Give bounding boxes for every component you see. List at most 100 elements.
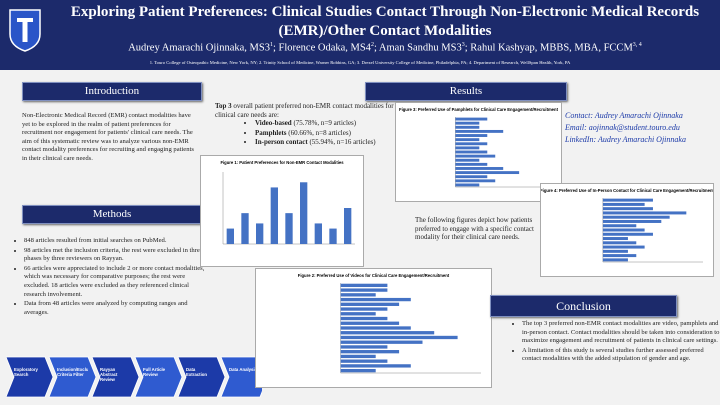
figure: Figure 4: Preferred Use of In-Person Con… <box>540 183 714 277</box>
bar <box>455 158 480 162</box>
bar <box>455 154 496 158</box>
bar <box>455 121 480 125</box>
item-detail: (55.94%, n=16 articles) <box>307 138 376 147</box>
summary-item: Pamphlets (60.66%, n=8 articles) <box>255 129 395 138</box>
flow-box: Data Analysis <box>229 367 258 372</box>
bar <box>344 208 352 244</box>
flow-box: Inclusion/Exclusion Criteria Filter <box>57 367 88 377</box>
summary-items: Video-based (75.78%, n=9 articles)Pamphl… <box>215 119 395 147</box>
bar <box>340 368 376 373</box>
figure-title: Figure 3: Preferred Use of Pamphlets for… <box>399 107 559 112</box>
bullet: 66 articles were appreciated to include … <box>24 265 212 299</box>
contact: Contact: Audrey Amarachi Ojinnaka Email: … <box>565 110 715 146</box>
author-affiliation: 1 <box>269 42 273 48</box>
logo <box>9 9 41 52</box>
bar <box>455 162 488 166</box>
bullet: 98 articles met the inclusion criteria, … <box>24 247 212 264</box>
bar <box>602 198 653 202</box>
flow-box: Data Extraction <box>186 367 207 377</box>
bar <box>340 359 388 363</box>
bar <box>340 345 388 349</box>
bar <box>602 219 662 223</box>
bar <box>340 283 388 288</box>
bar <box>340 335 458 340</box>
bar <box>300 182 308 244</box>
bar <box>340 312 376 316</box>
bar <box>602 237 628 241</box>
bar <box>329 228 337 244</box>
bar <box>602 207 653 211</box>
contact-line: Email: aojinnak@student.touro.edu <box>565 123 680 132</box>
summary-item: In-person contact (55.94%, n=16 articles… <box>255 138 395 147</box>
figure: Figure 2: Preferred Use of Videos for Cl… <box>255 268 492 388</box>
bar <box>340 364 411 368</box>
bar <box>602 228 645 232</box>
bar <box>285 213 293 244</box>
author-affiliation: 2 <box>370 42 374 48</box>
bar <box>241 213 249 244</box>
section-heading: Conclusion <box>490 295 677 317</box>
bar <box>602 254 637 258</box>
author-name: ; Florence Odaka, MS4 <box>272 42 371 54</box>
bar <box>455 138 480 142</box>
bar <box>340 331 435 335</box>
bar <box>455 142 488 146</box>
section-heading: Methods <box>22 205 202 224</box>
flow-box: Exploratory Search <box>14 367 38 377</box>
bar <box>602 245 645 249</box>
figure-title: Figure 1: Patient Preferences for Non-EM… <box>220 160 344 165</box>
bar <box>340 297 411 302</box>
flow-label: Data Analysis <box>229 367 258 372</box>
bar <box>602 215 670 219</box>
bar <box>455 146 480 150</box>
bar <box>602 258 628 262</box>
bar <box>602 211 687 215</box>
figure-title: Figure 2: Preferred Use of Videos for Cl… <box>298 273 450 278</box>
bar <box>256 223 264 244</box>
item-label: Pamphlets <box>255 128 287 137</box>
figure-title: Figure 4: Preferred Use of In-Person Con… <box>540 188 714 193</box>
flow-step <box>91 356 140 398</box>
author-name: ; Rahul Kashyap, MBBS, MBA, FCCM <box>464 42 633 54</box>
figure: Figure 1: Patient Preferences for Non-EM… <box>200 155 364 267</box>
authors: Audrey Amarachi Ojinnaka, MS31; Florence… <box>55 42 715 54</box>
item-detail: (60.66%, n=8 articles) <box>286 128 351 137</box>
contact-line: LinkedIn: Audrey Amarachi Ojinnaka <box>565 135 686 144</box>
bar <box>602 241 637 245</box>
flow-box: Full Article Review <box>143 367 166 377</box>
bar <box>455 125 480 129</box>
bar <box>340 354 376 359</box>
methods-list: 848 articles resulted from initial searc… <box>12 237 212 318</box>
bar <box>340 321 400 325</box>
bullet: The top 3 preferred non-EMR contact moda… <box>522 320 720 346</box>
item-label: Video-based <box>255 119 292 128</box>
item-label: In-person contact <box>255 138 308 147</box>
bar <box>455 179 496 183</box>
bold-text: Top 3 <box>215 102 232 110</box>
header: Exploring Patient Preferences: Clinical … <box>0 0 720 70</box>
author-affiliation: 3, 4 <box>632 42 642 48</box>
bar <box>455 117 488 121</box>
bar <box>455 167 504 170</box>
item-detail: (75.78%, n=9 articles) <box>291 119 357 128</box>
results-summary: Top 3 overall patient preferred non-EMR … <box>215 102 395 148</box>
bar <box>455 183 480 187</box>
flow-step <box>177 356 226 398</box>
bar <box>455 150 488 154</box>
text: overall patient preferred non-EMR contac… <box>215 102 394 119</box>
flow-label: Rayyan Abstract Review <box>100 367 118 382</box>
bar <box>340 316 388 321</box>
bar <box>602 202 645 206</box>
flow-step <box>134 356 183 398</box>
flow-label: Full Article Review <box>143 367 166 377</box>
conclusion-list: The top 3 preferred non-EMR contact moda… <box>510 320 720 365</box>
bullet: 848 articles resulted from initial searc… <box>24 237 212 246</box>
author-name: ; Aman Sandhu MS3 <box>373 42 462 54</box>
bar <box>602 224 637 228</box>
bar <box>340 340 423 344</box>
bar <box>340 307 388 311</box>
section-heading: Results <box>365 82 567 101</box>
bar <box>340 350 400 354</box>
author-affiliation: 3 <box>461 42 465 48</box>
